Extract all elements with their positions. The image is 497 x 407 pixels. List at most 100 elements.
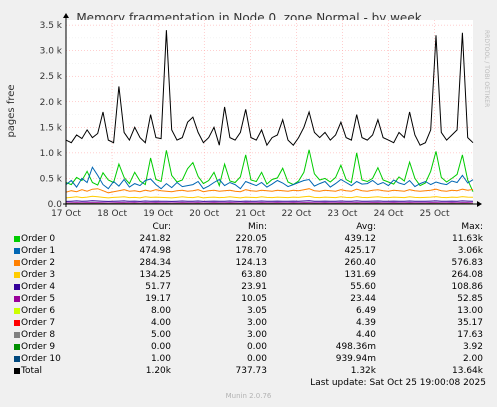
- legend-name-order-0: Order 0: [21, 234, 56, 244]
- legend-cur: 134.25: [139, 270, 172, 280]
- legend-swatch: [14, 248, 20, 254]
- legend-name-order-8: Order 8: [21, 330, 56, 340]
- series-line-order-4: [65, 200, 474, 202]
- x-tick-label: 25 Oct: [420, 209, 450, 219]
- legend-row: Order 5 19.17 10.05 23.44 52.85: [14, 294, 494, 306]
- legend-avg: 439.12: [344, 234, 377, 244]
- legend-max: 13.00: [457, 306, 483, 316]
- legend-avg: 4.39: [355, 318, 376, 328]
- y-axis-ticks: 0.0 0.5 k 1.0 k 1.5 k 2.0 k 2.5 k 3.0 k 3.5 k: [40, 21, 63, 210]
- legend-row: Order 10 1.00 0.00 939.94m 2.00: [14, 354, 494, 366]
- legend-swatch: [14, 284, 20, 290]
- legend-name-order-7: Order 7: [21, 318, 56, 328]
- legend-swatch: [14, 332, 20, 338]
- legend-avg: 425.17: [344, 246, 377, 256]
- last-update: Last update: Sat Oct 25 19:00:08 2025: [310, 378, 486, 388]
- legend-row: Order 2 284.34 124.13 260.40 576.83: [14, 258, 494, 270]
- y-tick-label: 1.0 k: [40, 149, 63, 159]
- y-tick-label: 2.5 k: [40, 72, 63, 82]
- legend-max: 576.83: [451, 258, 484, 268]
- legend-min: 0.00: [246, 354, 267, 364]
- x-tick-label: 19 Oct: [143, 209, 173, 219]
- legend-cur: 51.77: [145, 282, 171, 292]
- legend-avg: 260.40: [344, 258, 377, 268]
- legend-avg: 6.49: [355, 306, 376, 316]
- header-cur: Cur:: [152, 222, 171, 232]
- legend-cur: 0.00: [150, 342, 171, 352]
- legend-max: 35.17: [457, 318, 483, 328]
- rrdtool-label: RRDTOOL / TOBI OETIKER: [483, 30, 490, 107]
- legend-min: 124.13: [235, 258, 268, 268]
- legend-max: 2.00: [462, 354, 483, 364]
- series-line-order-3: [65, 195, 474, 199]
- y-tick-label: 0.0: [48, 200, 63, 210]
- header-avg: Avg:: [356, 222, 376, 232]
- legend-swatch: [14, 308, 20, 314]
- legend-row: Order 4 51.77 23.91 55.60 108.86: [14, 282, 494, 294]
- x-tick-label: 21 Oct: [235, 209, 265, 219]
- legend-name-order-5: Order 5: [21, 294, 56, 304]
- legend-avg: 131.69: [344, 270, 377, 280]
- series-line-total: [65, 30, 474, 147]
- series-line-order-1: [65, 166, 474, 190]
- plot-area: [66, 20, 473, 204]
- x-tick-label: 20 Oct: [189, 209, 219, 219]
- legend-swatch: [14, 260, 20, 266]
- legend-cur: 1.20k: [145, 366, 171, 376]
- legend-min: 220.05: [235, 234, 268, 244]
- legend-cur: 241.82: [139, 234, 172, 244]
- legend-swatch: [14, 236, 20, 242]
- legend-row: Total 1.20k 737.73 1.32k 13.64k: [14, 366, 494, 378]
- legend-rows: Order 0 241.82 220.05 439.12 11.63k Order 1 47…: [14, 234, 494, 378]
- legend-name-order-2: Order 2: [21, 258, 56, 268]
- legend-min: 63.80: [241, 270, 267, 280]
- x-axis-arrow: [477, 201, 482, 207]
- legend-min: 0.00: [246, 342, 267, 352]
- header-max: Max:: [461, 222, 483, 232]
- y-tick-label: 2.0 k: [40, 98, 63, 108]
- chart: Memory fragmentation in Node 0, zone Nor…: [6, 11, 490, 219]
- legend-avg: 55.60: [350, 282, 376, 292]
- x-tick-label: 22 Oct: [281, 209, 311, 219]
- legend-name-order-6: Order 6: [21, 306, 56, 316]
- legend-cur: 8.00: [150, 306, 171, 316]
- legend-min: 3.00: [246, 330, 267, 340]
- legend-min: 23.91: [241, 282, 267, 292]
- y-tick-label: 1.5 k: [40, 123, 63, 133]
- legend-cur: 474.98: [139, 246, 172, 256]
- legend-cur: 19.17: [145, 294, 171, 304]
- legend-max: 3.06k: [457, 246, 483, 256]
- x-tick-label: 18 Oct: [97, 209, 127, 219]
- y-tick-label: 3.0 k: [40, 47, 63, 57]
- legend-cur: 4.00: [150, 318, 171, 328]
- legend-max: 264.08: [451, 270, 484, 280]
- legend-min: 3.00: [246, 318, 267, 328]
- legend-name-order-3: Order 3: [21, 270, 56, 280]
- legend-avg: 939.94m: [335, 354, 376, 364]
- legend-row: Order 1 474.98 178.70 425.17 3.06k: [14, 246, 494, 258]
- legend-swatch: [14, 356, 20, 362]
- legend-name-order-10: Order 10: [21, 354, 61, 364]
- header-min: Min:: [247, 222, 267, 232]
- legend-max: 17.63: [457, 330, 483, 340]
- legend-max: 13.64k: [452, 366, 483, 376]
- legend-swatch: [14, 320, 20, 326]
- legend-max: 52.85: [457, 294, 483, 304]
- x-tick-label: 17 Oct: [51, 209, 81, 219]
- x-axis-ticks: 17 Oct 18 Oct 19 Oct 20 Oct 21 Oct 22 Oct 23 O…: [51, 209, 450, 219]
- legend-header: Cur: Min: Avg: Max:: [14, 222, 494, 234]
- legend-row: Order 6 8.00 3.05 6.49 13.00: [14, 306, 494, 318]
- legend-avg: 1.32k: [350, 366, 376, 376]
- legend: Cur: Min: Avg: Max: Order 0 241.82 220.05 4…: [14, 222, 494, 378]
- legend-row: Order 3 134.25 63.80 131.69 264.08: [14, 270, 494, 282]
- legend-swatch: [14, 296, 20, 302]
- series-line-order-2: [65, 188, 474, 194]
- legend-max: 3.92: [462, 342, 483, 352]
- legend-swatch: [14, 272, 20, 278]
- legend-row: Order 8 5.00 3.00 4.40 17.63: [14, 330, 494, 342]
- legend-cur: 284.34: [139, 258, 172, 268]
- legend-name-order-4: Order 4: [21, 282, 56, 292]
- legend-name-order-9: Order 9: [21, 342, 56, 352]
- x-tick-label: 23 Oct: [328, 209, 358, 219]
- series-line-order-0: [65, 149, 474, 192]
